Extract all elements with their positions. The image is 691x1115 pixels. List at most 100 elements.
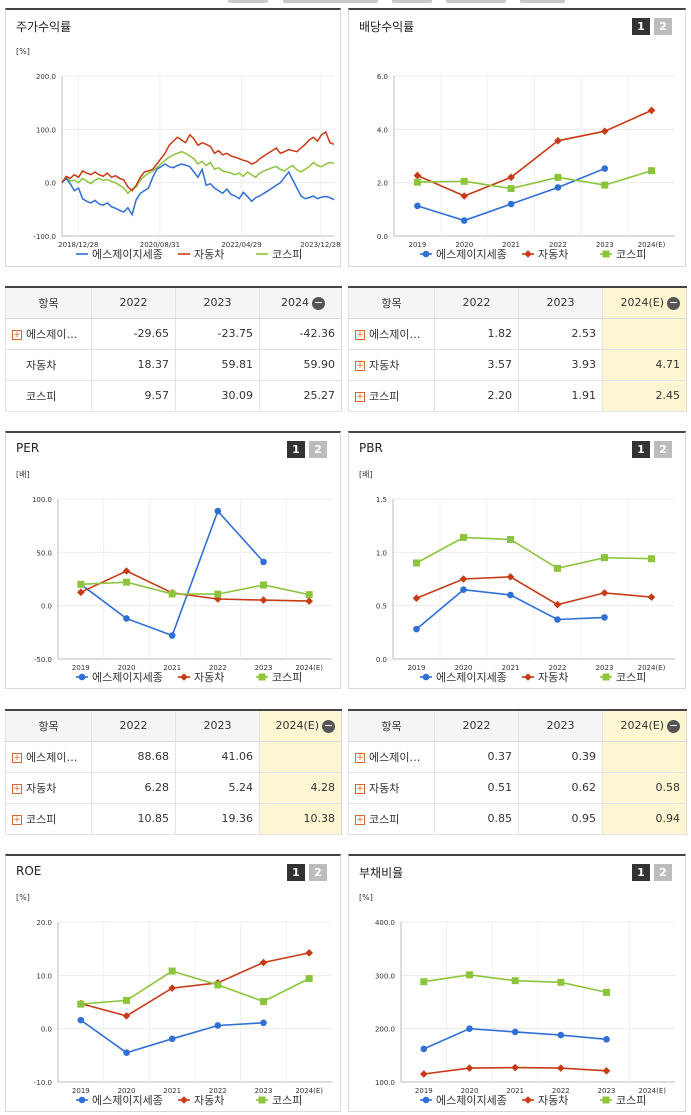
col-header: 2022 <box>434 287 519 319</box>
legend-label: 자동차 <box>194 248 224 261</box>
expand-icon[interactable]: + <box>355 391 365 402</box>
circle-marker <box>77 1016 85 1024</box>
row-name: 자동차 <box>369 781 400 795</box>
y-unit-label: [배] <box>359 470 373 479</box>
row-label[interactable]: + 에스제이… <box>348 741 435 773</box>
cell <box>602 741 687 773</box>
cell: 59.90 <box>259 349 342 381</box>
cell: 0.95 <box>518 803 603 835</box>
view-1-button[interactable]: 1 <box>287 864 305 881</box>
square-marker <box>413 559 420 567</box>
col-header-label: 2024(E) <box>620 296 664 309</box>
square-marker <box>648 167 656 175</box>
view-2-button[interactable]: 2 <box>309 441 327 458</box>
per-table: 항목 2022 2023 2024(E) − + 에스제이… 88.68 41.06… <box>5 709 342 835</box>
view-1-button[interactable]: 1 <box>632 18 650 35</box>
x-tick-label: 2023 <box>596 664 614 672</box>
square-marker <box>77 1000 85 1008</box>
legend-label: 에스제이지세종 <box>436 248 507 261</box>
expand-icon[interactable]: + <box>355 360 365 371</box>
view-1-button[interactable]: 1 <box>632 864 650 881</box>
x-tick-label: 2020 <box>118 664 136 672</box>
legend-label: 코스피 <box>272 671 302 684</box>
row-name: 자동차 <box>26 358 57 372</box>
collapse-icon[interactable]: − <box>312 295 325 310</box>
row-label[interactable]: + 코스피 <box>5 803 92 835</box>
view-2-button[interactable]: 2 <box>654 864 672 881</box>
legend-label: 코스피 <box>616 1094 646 1107</box>
row-label[interactable]: + 에스제이… <box>5 741 92 773</box>
diamond-marker <box>259 958 268 967</box>
view-2-button[interactable]: 2 <box>654 441 672 458</box>
square-marker <box>460 533 467 541</box>
y-tick-label: 0.0 <box>376 656 387 664</box>
diamond-marker <box>506 573 515 581</box>
view-1-button[interactable]: 1 <box>287 441 305 458</box>
row-label[interactable]: + 에스제이… <box>348 318 435 350</box>
panel-title: PBR <box>359 441 383 455</box>
y-tick-label: 0.0 <box>45 180 56 188</box>
expand-icon[interactable]: + <box>12 752 22 763</box>
expand-icon[interactable]: + <box>12 814 22 825</box>
row-name: 코스피 <box>369 389 400 403</box>
y-tick-label: 0.0 <box>41 1026 52 1034</box>
expand-icon[interactable]: + <box>355 752 365 763</box>
x-tick-label: 2020 <box>455 664 473 672</box>
diamond-marker <box>305 597 313 605</box>
col-header: 2022 <box>91 710 176 742</box>
diamond-marker <box>460 192 469 200</box>
expand-icon[interactable]: + <box>12 783 22 794</box>
x-tick-label: 2018/12/28 <box>58 241 98 249</box>
diamond-marker <box>77 588 85 597</box>
pbr-panel: PBR 1 2 [배] 1.5 1.0 0.5 0.0 2019 2020 2021 2022 2… <box>348 431 686 689</box>
row-label[interactable]: + 자동차 <box>5 772 92 804</box>
circle-marker <box>460 217 468 224</box>
legend-diamond-marker <box>524 250 532 258</box>
cell <box>602 318 687 350</box>
collapse-icon[interactable]: − <box>322 718 335 733</box>
row-label[interactable]: + 자동차 <box>348 349 435 381</box>
y-tick-label: -100.0 <box>33 233 56 241</box>
y-tick-label: 6.0 <box>377 73 388 81</box>
dividend-yield-chart: 6.0 4.0 2.0 0.0 2019 2020 2021 2022 2023 2024(E) 에… <box>377 73 675 261</box>
view-2-button[interactable]: 2 <box>654 18 672 35</box>
y-tick-label: 100.0 <box>36 126 56 134</box>
cell: 19.36 <box>175 803 260 835</box>
expand-icon[interactable]: + <box>355 783 365 794</box>
expand-icon[interactable]: + <box>355 814 365 825</box>
legend-diamond-marker <box>524 1096 532 1104</box>
diamond-marker <box>420 1070 428 1078</box>
roe-panel: ROE 1 2 [%] 20.0 10.0 0.0 -10.0 2019 2020 2021 2… <box>5 854 341 1112</box>
row-label[interactable]: + 자동차 <box>348 772 435 804</box>
table-row: 자동차 18.37 59.81 59.90 <box>5 349 342 381</box>
square-marker <box>554 173 562 181</box>
legend-label: 코스피 <box>616 671 646 684</box>
collapse-icon[interactable]: − <box>667 718 680 733</box>
x-tick-label: 2022 <box>552 1087 570 1095</box>
row-label[interactable]: + 코스피 <box>348 380 435 412</box>
expand-icon[interactable]: + <box>355 329 365 340</box>
row-label[interactable]: + 에스제이… <box>5 318 92 350</box>
per-panel: PER 1 2 [배] 100.0 50.0 0.0 -50.0 2019 2020 2021… <box>5 431 341 689</box>
view-2-button[interactable]: 2 <box>309 864 327 881</box>
series-line <box>61 163 335 217</box>
y-unit-label: [배] <box>16 470 30 479</box>
y-unit-label: [%] <box>359 893 373 902</box>
table-row: 코스피 9.57 30.09 25.27 <box>5 380 342 412</box>
x-tick-label: 2021 <box>163 1087 181 1095</box>
panel-title: ROE <box>16 864 42 878</box>
col-header: 항목 <box>348 287 435 319</box>
square-marker <box>305 591 313 599</box>
y-tick-label: 0.5 <box>376 603 387 611</box>
row-label[interactable]: + 코스피 <box>348 803 435 835</box>
diamond-marker <box>554 137 562 145</box>
collapse-icon[interactable]: − <box>667 295 680 310</box>
y-tick-label: 50.0 <box>36 549 52 557</box>
view-1-button[interactable]: 1 <box>632 441 650 458</box>
expand-icon[interactable]: + <box>12 329 22 340</box>
col-header: 2023 <box>518 710 603 742</box>
square-marker <box>260 581 267 589</box>
cell: 10.85 <box>91 803 176 835</box>
panel-title: 주가수익률 <box>16 20 72 34</box>
circle-marker <box>260 1019 267 1027</box>
